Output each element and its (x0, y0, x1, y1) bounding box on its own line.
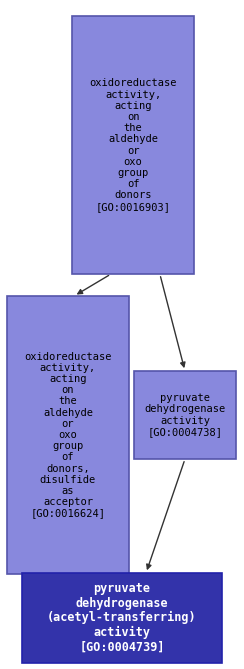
FancyBboxPatch shape (7, 296, 129, 574)
Text: pyruvate
dehydrogenase
(acetyl-transferring)
activity
[GO:0004739]: pyruvate dehydrogenase (acetyl-transferr… (47, 583, 197, 654)
FancyBboxPatch shape (134, 371, 236, 459)
Text: pyruvate
dehydrogenase
activity
[GO:0004738]: pyruvate dehydrogenase activity [GO:0004… (144, 393, 226, 437)
Text: oxidoreductase
activity,
acting
on
the
aldehyde
or
oxo
group
of
donors,
disulfid: oxidoreductase activity, acting on the a… (24, 352, 112, 518)
FancyBboxPatch shape (72, 16, 194, 274)
FancyBboxPatch shape (22, 573, 222, 663)
Text: oxidoreductase
activity,
acting
on
the
aldehyde
or
oxo
group
of
donors
[GO:00169: oxidoreductase activity, acting on the a… (89, 78, 177, 211)
